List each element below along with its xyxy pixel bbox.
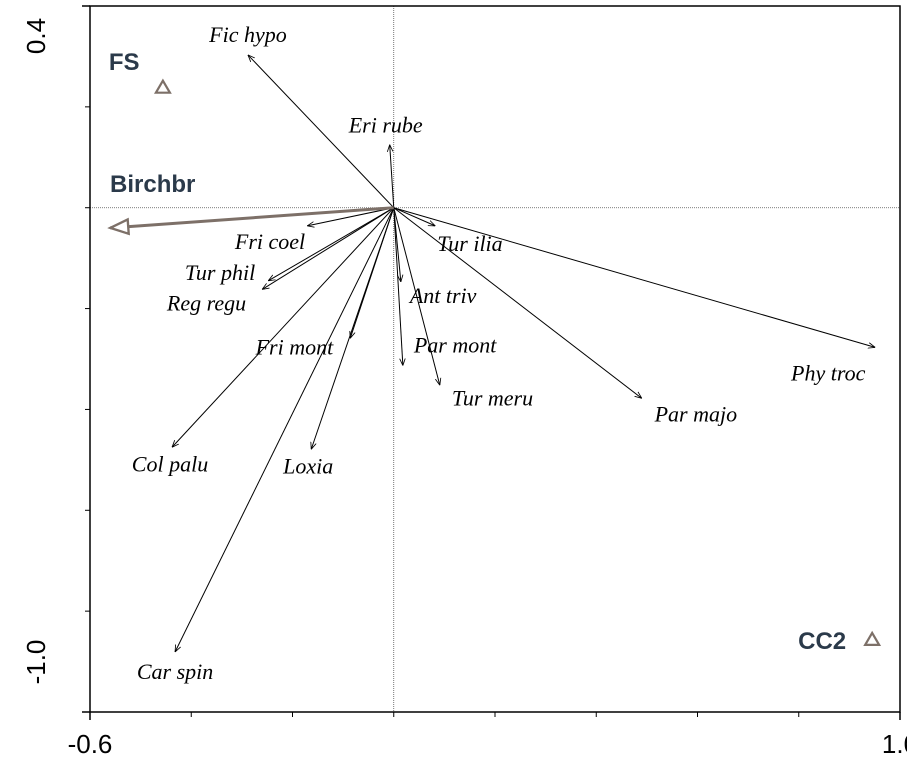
species-arrow [393,207,436,227]
species-label: Loxia [282,453,333,478]
species-arrow [248,55,395,209]
sample-point [863,630,882,646]
species-label: Tur ilia [437,231,502,256]
y-tick-label: 0.4 [21,18,51,54]
x-tick-label: -0.6 [68,729,113,759]
species-label: Car spin [137,659,213,684]
species-label: Ant triv [408,283,477,308]
sample-label: FS [109,49,140,76]
species-label: Par mont [413,333,497,358]
species-label: Reg regu [166,290,246,315]
species-label: Fri coel [234,229,305,254]
x-tick-label: 1.0 [882,729,907,759]
species-arrow [311,207,395,450]
species-arrow [175,207,395,652]
species-arrow [268,207,395,281]
species-arrow [393,207,403,366]
species-label: Eri rube [348,113,423,138]
species-label: Tur meru [452,385,533,410]
environment-label: Birchbr [110,171,195,198]
species-arrow [262,207,395,290]
species-label: Tur phil [185,260,255,285]
environment-arrow [110,206,394,228]
species-label: Fri mont [255,334,335,359]
species-arrow [393,207,440,386]
species-arrow [390,145,395,208]
species-label: Col palu [132,451,208,476]
species-label: Par majo [654,401,738,426]
sample-point [153,78,172,94]
species-arrow [393,207,875,348]
sample-label: CC2 [798,628,846,655]
species-arrow [393,207,642,399]
species-label: Phy troc [790,360,866,385]
species-arrow [172,207,395,448]
plot-frame [89,5,901,713]
species-arrow [307,207,394,226]
y-tick-label: -1.0 [21,640,51,685]
species-label: Fic hypo [208,22,287,47]
